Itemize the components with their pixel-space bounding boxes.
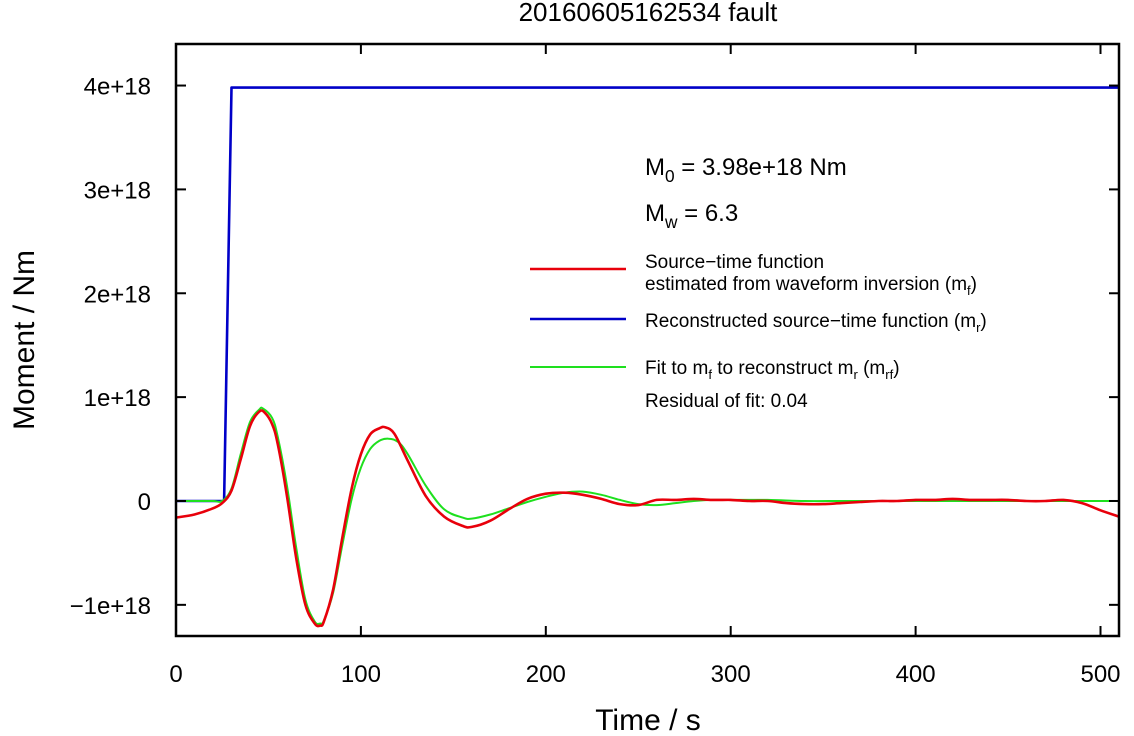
y-tick-label: −1e+18 [70, 593, 151, 620]
y-tick-label: 3e+18 [84, 177, 151, 204]
legend-item-blue: Reconstructed source−time function (mr) [530, 311, 987, 335]
series-line-green [176, 406, 1119, 626]
y-axis-label: Moment / Nm [8, 250, 41, 430]
x-tick-label: 300 [711, 661, 751, 688]
legend-label: Fit to mf to reconstruct mr (mrf) [645, 358, 900, 382]
x-tick-label: 400 [896, 661, 936, 688]
legend-label: Source−time function [645, 252, 824, 273]
moment-magnitude-label: Mw = 6.3 [645, 200, 738, 232]
x-tick-label: 500 [1080, 661, 1120, 688]
residual-label: Residual of fit: 0.04 [645, 391, 808, 412]
annotation-layer: M0 = 3.98e+18 Nm Mw = 6.3 Residual of fit:… [645, 154, 847, 412]
x-tick-label: 100 [341, 661, 381, 688]
legend-label: estimated from waveform inversion (mf) [645, 274, 977, 298]
legend-label: Reconstructed source−time function (mr) [645, 311, 987, 335]
series-line-red [176, 409, 1119, 628]
y-tick-label: 2e+18 [84, 281, 151, 308]
x-tick-label: 0 [169, 661, 182, 688]
seismic-moment-label: M0 = 3.98e+18 Nm [645, 154, 847, 186]
x-axis-label: Time / s [595, 704, 701, 736]
series-layer [176, 86, 1119, 628]
plot-frame [174, 42, 1121, 638]
y-tick-label: 4e+18 [84, 74, 151, 101]
x-tick-label: 200 [526, 661, 566, 688]
y-axis: −1e+18 0 1e+18 2e+18 3e+18 4e+18 [70, 74, 1119, 620]
y-tick-label: 0 [138, 489, 151, 516]
y-tick-label: 1e+18 [84, 385, 151, 412]
x-axis: 0 100 200 300 400 500 [169, 44, 1121, 688]
legend-item-green: Fit to mf to reconstruct mr (mrf) [530, 358, 900, 382]
chart-title: 20160605162534 fault [519, 0, 779, 27]
